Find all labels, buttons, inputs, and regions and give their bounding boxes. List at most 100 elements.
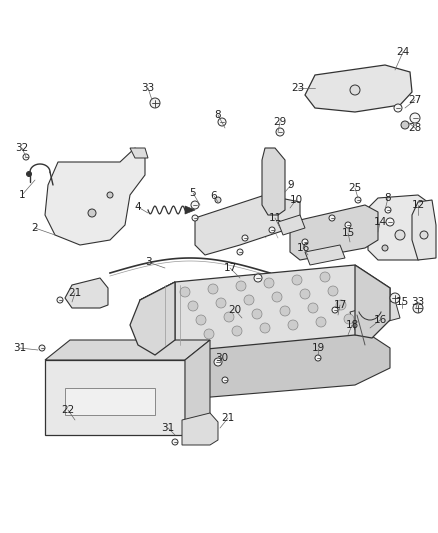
Circle shape: [382, 245, 388, 251]
Circle shape: [150, 98, 160, 108]
Polygon shape: [290, 205, 378, 260]
Circle shape: [242, 235, 248, 241]
Text: 21: 21: [221, 413, 235, 423]
Text: 3: 3: [145, 257, 151, 267]
Polygon shape: [45, 340, 210, 360]
Circle shape: [23, 154, 29, 160]
Polygon shape: [45, 360, 185, 435]
Text: 14: 14: [373, 217, 387, 227]
Circle shape: [315, 355, 321, 361]
Polygon shape: [350, 300, 400, 330]
Circle shape: [204, 329, 214, 339]
Circle shape: [308, 303, 318, 313]
Polygon shape: [368, 195, 432, 260]
Polygon shape: [278, 215, 305, 235]
Circle shape: [420, 231, 428, 239]
Text: 8: 8: [385, 193, 391, 203]
Polygon shape: [355, 265, 390, 338]
Circle shape: [302, 239, 308, 245]
Circle shape: [328, 286, 338, 296]
Polygon shape: [65, 278, 108, 308]
Circle shape: [316, 317, 326, 327]
Text: 25: 25: [348, 183, 362, 193]
Circle shape: [395, 230, 405, 240]
Circle shape: [355, 197, 361, 203]
Text: 29: 29: [273, 117, 286, 127]
Circle shape: [88, 209, 96, 217]
Circle shape: [320, 272, 330, 282]
Text: 28: 28: [408, 123, 422, 133]
Text: 32: 32: [15, 143, 28, 153]
Circle shape: [252, 309, 262, 319]
Text: 15: 15: [396, 297, 409, 307]
Circle shape: [332, 307, 338, 313]
Polygon shape: [140, 325, 390, 400]
Circle shape: [260, 323, 270, 333]
Circle shape: [280, 306, 290, 316]
Polygon shape: [65, 388, 155, 415]
Text: 1: 1: [19, 190, 25, 200]
Text: 4: 4: [135, 202, 141, 212]
Polygon shape: [262, 148, 285, 215]
Circle shape: [413, 303, 423, 313]
Text: 10: 10: [290, 195, 303, 205]
Text: 16: 16: [373, 315, 387, 325]
Text: 8: 8: [215, 110, 221, 120]
Circle shape: [264, 278, 274, 288]
Circle shape: [57, 297, 63, 303]
Circle shape: [386, 218, 394, 226]
Polygon shape: [140, 265, 390, 352]
Text: 5: 5: [190, 188, 196, 198]
Text: 31: 31: [14, 343, 27, 353]
Circle shape: [336, 300, 346, 310]
Polygon shape: [195, 195, 300, 255]
Text: 23: 23: [291, 83, 304, 93]
Circle shape: [39, 345, 45, 351]
Polygon shape: [305, 245, 345, 265]
Text: 24: 24: [396, 47, 410, 57]
Circle shape: [244, 295, 254, 305]
Circle shape: [390, 293, 400, 303]
Text: 9: 9: [288, 180, 294, 190]
Circle shape: [218, 118, 226, 126]
Circle shape: [350, 85, 360, 95]
Circle shape: [385, 207, 391, 213]
Circle shape: [344, 314, 354, 324]
Circle shape: [236, 281, 246, 291]
Circle shape: [107, 192, 113, 198]
Polygon shape: [185, 340, 210, 435]
Text: 17: 17: [223, 263, 237, 273]
Circle shape: [329, 215, 335, 221]
Circle shape: [237, 249, 243, 255]
Polygon shape: [182, 413, 218, 445]
Circle shape: [254, 274, 262, 282]
Text: 27: 27: [408, 95, 422, 105]
Text: 30: 30: [215, 353, 229, 363]
Polygon shape: [140, 282, 175, 358]
Polygon shape: [130, 282, 175, 355]
Text: 21: 21: [68, 288, 81, 298]
Circle shape: [214, 358, 222, 366]
Circle shape: [292, 275, 302, 285]
Circle shape: [172, 439, 178, 445]
Text: 15: 15: [341, 228, 355, 238]
Circle shape: [300, 289, 310, 299]
Text: 6: 6: [211, 191, 217, 201]
Circle shape: [224, 312, 234, 322]
Text: 22: 22: [61, 405, 74, 415]
Text: 12: 12: [411, 200, 424, 210]
Text: 19: 19: [311, 343, 325, 353]
Text: 18: 18: [346, 320, 359, 330]
Polygon shape: [130, 148, 148, 158]
Circle shape: [276, 128, 284, 136]
Circle shape: [272, 292, 282, 302]
Polygon shape: [305, 65, 412, 112]
Circle shape: [269, 227, 275, 233]
Circle shape: [208, 284, 218, 294]
Text: 31: 31: [161, 423, 175, 433]
Circle shape: [180, 287, 190, 297]
Polygon shape: [45, 148, 145, 245]
Circle shape: [216, 298, 226, 308]
Text: 20: 20: [229, 305, 242, 315]
Circle shape: [188, 301, 198, 311]
